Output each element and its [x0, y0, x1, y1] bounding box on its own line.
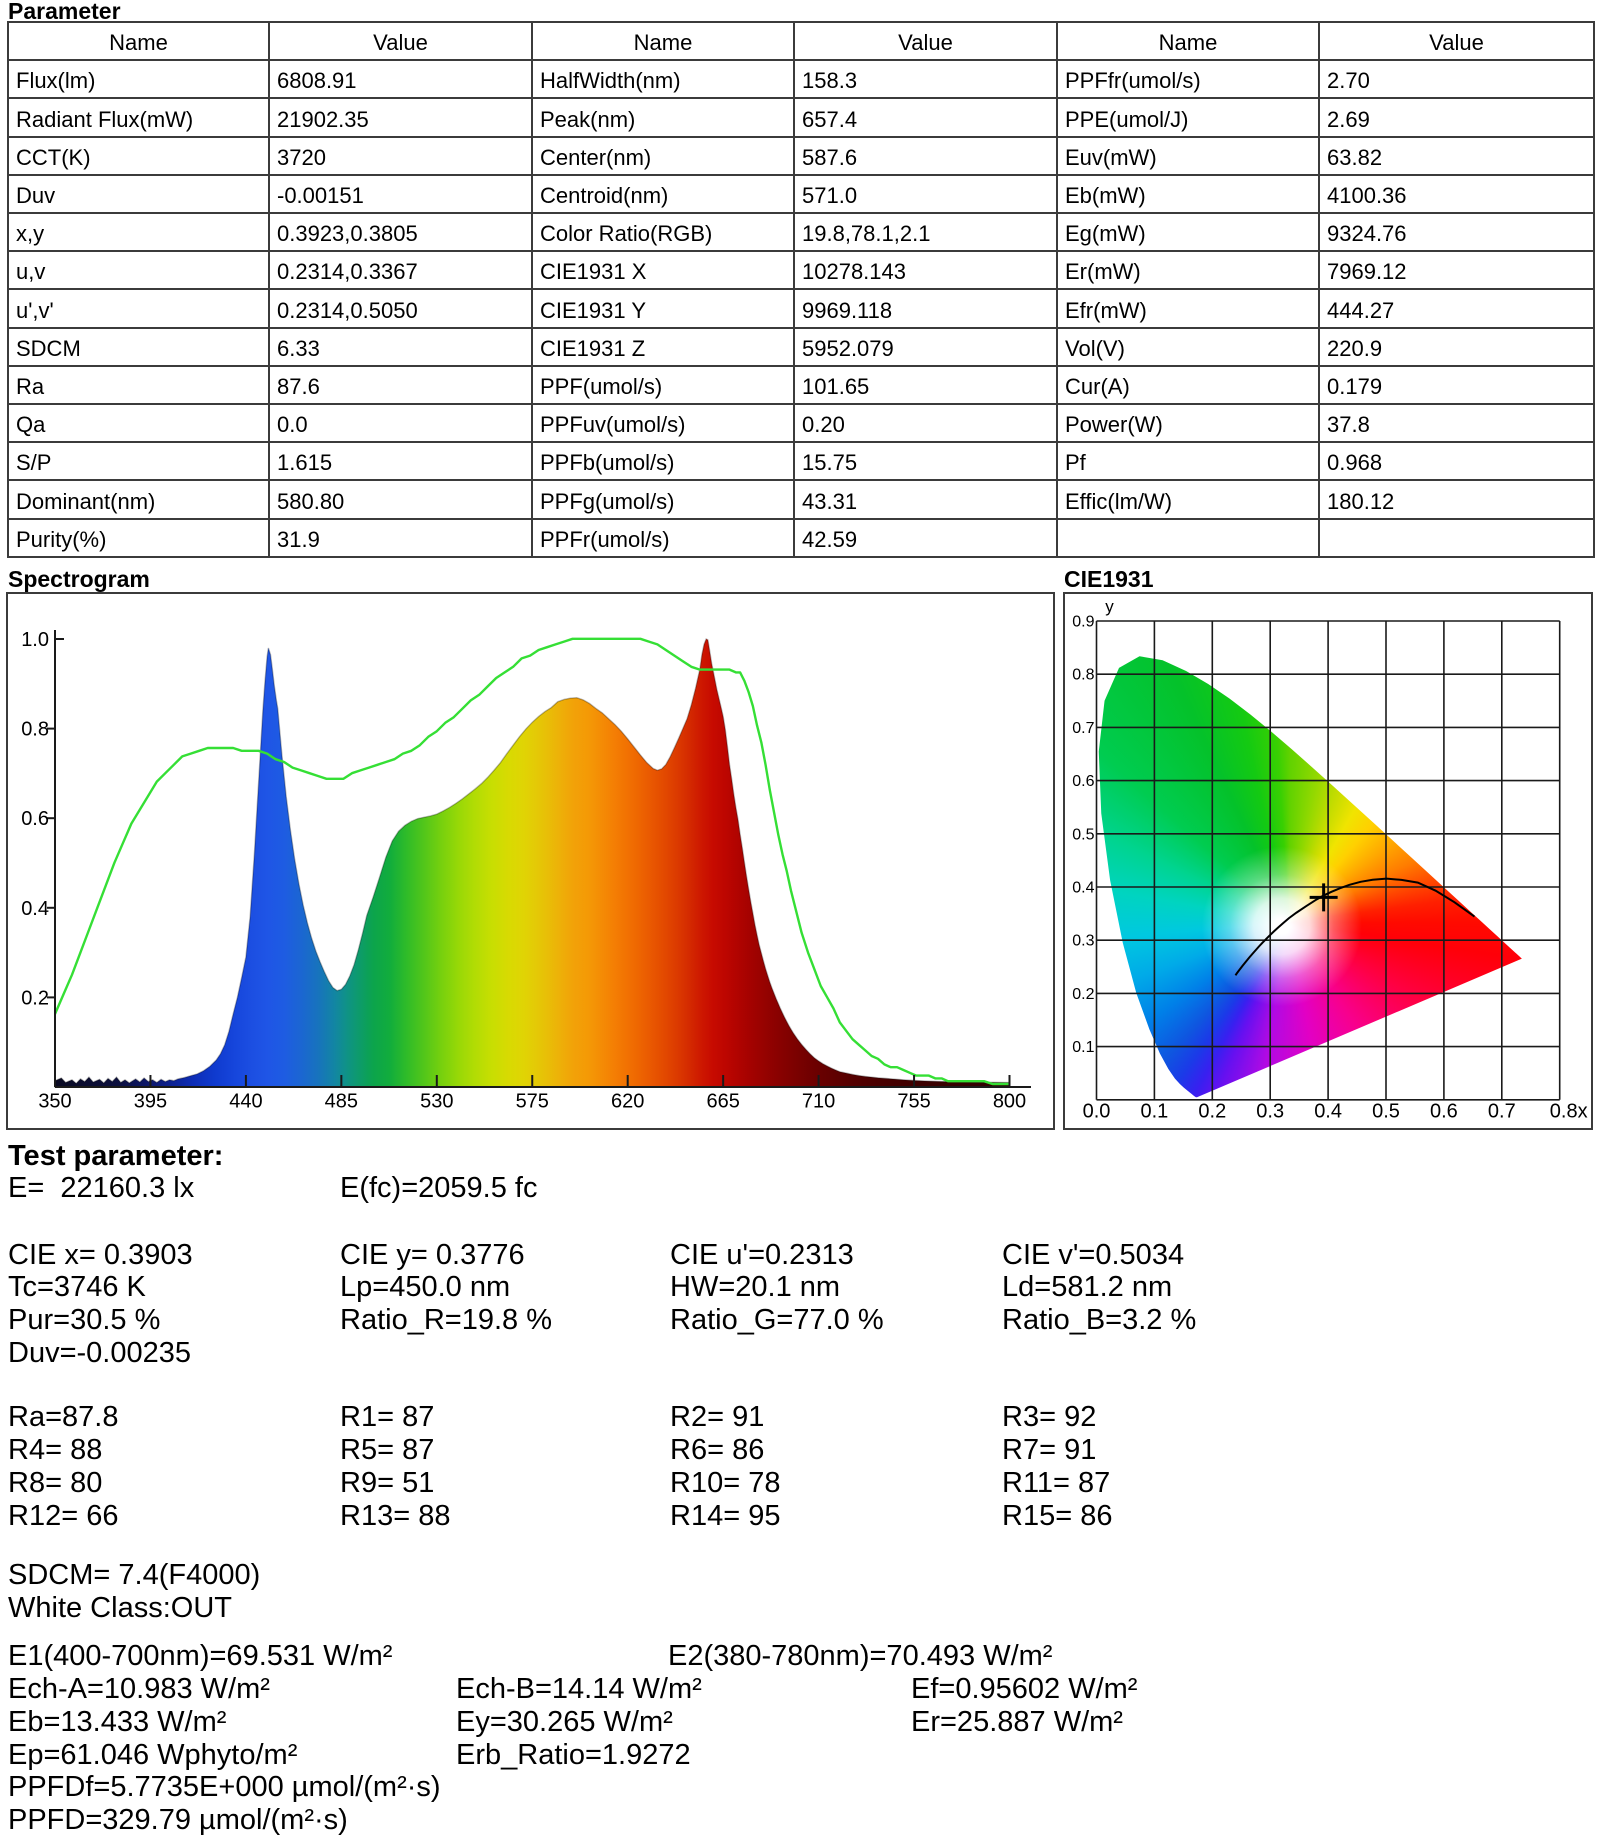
svg-text:0.4: 0.4 [1314, 1100, 1342, 1122]
svg-text:0.0: 0.0 [1083, 1100, 1111, 1122]
svg-text:665: 665 [706, 1091, 739, 1113]
svg-text:0.2: 0.2 [1198, 1100, 1226, 1122]
svg-text:350: 350 [38, 1091, 71, 1113]
svg-text:0.7: 0.7 [1488, 1100, 1516, 1122]
svg-text:0.8: 0.8 [21, 719, 49, 741]
svg-text:0.2: 0.2 [1072, 986, 1094, 1003]
svg-text:395: 395 [134, 1091, 167, 1113]
svg-text:710: 710 [802, 1091, 835, 1113]
svg-text:620: 620 [611, 1091, 644, 1113]
svg-text:0.3: 0.3 [1072, 933, 1094, 950]
svg-text:0.4: 0.4 [21, 898, 49, 920]
svg-text:0.8x: 0.8x [1550, 1100, 1588, 1122]
svg-text:0.5: 0.5 [1072, 826, 1094, 843]
svg-text:485: 485 [325, 1091, 358, 1113]
svg-text:0.1: 0.1 [1072, 1039, 1094, 1056]
svg-text:575: 575 [516, 1091, 549, 1113]
svg-text:0.1: 0.1 [1140, 1100, 1168, 1122]
svg-text:0.5: 0.5 [1372, 1100, 1400, 1122]
svg-text:0.8: 0.8 [1072, 667, 1094, 684]
svg-text:1.0: 1.0 [21, 629, 49, 651]
svg-text:0.2: 0.2 [21, 987, 49, 1009]
svg-text:0.3: 0.3 [1256, 1100, 1284, 1122]
svg-text:0.6: 0.6 [21, 808, 49, 830]
svg-text:0.9: 0.9 [1072, 614, 1094, 631]
svg-text:755: 755 [897, 1091, 930, 1113]
svg-text:0.6: 0.6 [1430, 1100, 1458, 1122]
svg-text:0.4: 0.4 [1072, 880, 1094, 897]
svg-text:0.6: 0.6 [1072, 773, 1094, 790]
svg-text:530: 530 [420, 1091, 453, 1113]
svg-text:800: 800 [993, 1091, 1026, 1113]
svg-text:0.7: 0.7 [1072, 720, 1094, 737]
svg-text:y: y [1105, 597, 1114, 616]
svg-text:440: 440 [229, 1091, 262, 1113]
